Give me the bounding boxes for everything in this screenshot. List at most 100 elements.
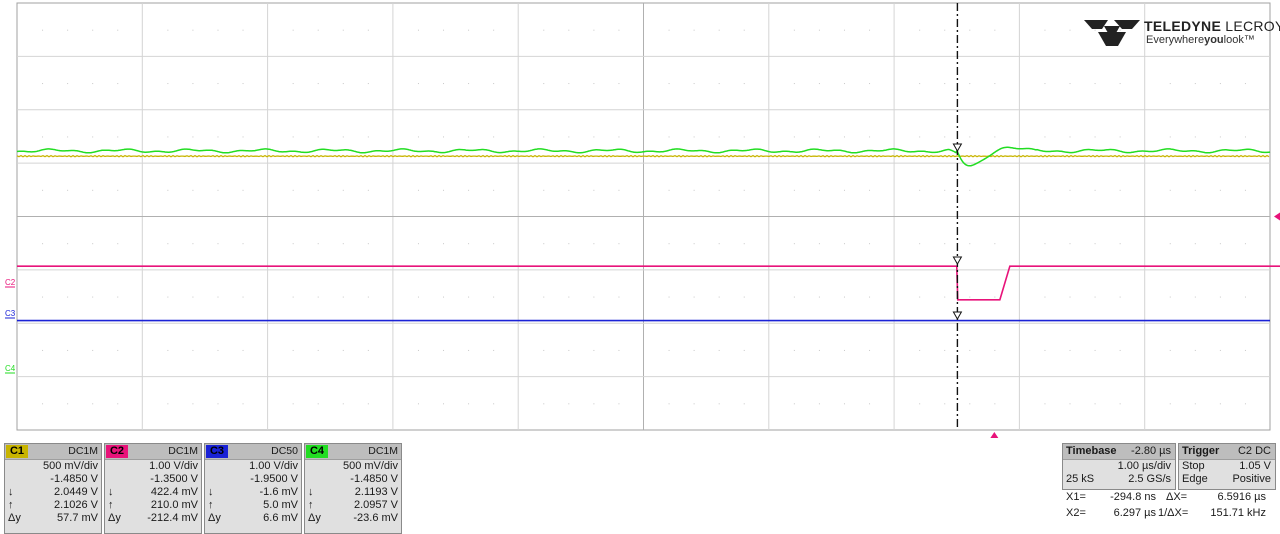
grid-dot bbox=[1244, 243, 1246, 245]
grid-dot bbox=[42, 349, 44, 351]
grid-dot bbox=[242, 296, 244, 298]
grid-dot bbox=[67, 349, 69, 351]
grid-dot bbox=[843, 403, 845, 405]
coupling: DC1M bbox=[68, 445, 98, 457]
trace-c4 bbox=[16, 146, 1271, 167]
grid-dot bbox=[292, 403, 294, 405]
channel-box-c2[interactable]: C2 DC1M 1.00 V/div -1.3500 V ↓ 422.4 mV ↑ 2… bbox=[104, 443, 202, 534]
grid-dot bbox=[718, 403, 720, 405]
grid-dot bbox=[969, 83, 971, 85]
grid-dot bbox=[568, 243, 570, 245]
grid-dot bbox=[1094, 296, 1096, 298]
cursors[interactable] bbox=[952, 3, 1280, 430]
channel-box-c4[interactable]: C4 DC1M 500 mV/div -1.4850 V ↓ 2.1193 V ↑ 2… bbox=[304, 443, 402, 534]
teledyne-lecroy-logo: TELEDYNE LECROY Everywhereyoulook™ bbox=[1082, 14, 1280, 54]
grid-dot bbox=[969, 243, 971, 245]
delta-y-value: 6.6 mV bbox=[263, 512, 298, 524]
grid-dot bbox=[994, 403, 996, 405]
grid-dot bbox=[67, 29, 69, 31]
grid-dot bbox=[417, 243, 419, 245]
grid-dot bbox=[367, 189, 369, 191]
grid-dot bbox=[167, 29, 169, 31]
grid-dot bbox=[1119, 243, 1121, 245]
grid-dot bbox=[443, 349, 445, 351]
grid-dot bbox=[117, 403, 119, 405]
grid-dot bbox=[618, 189, 620, 191]
grid-dot bbox=[92, 243, 94, 245]
grid-dot bbox=[417, 349, 419, 351]
volts-per-div: 1.00 V/div bbox=[249, 460, 298, 472]
grid-dot bbox=[468, 29, 470, 31]
coupling: DC1M bbox=[168, 445, 198, 457]
cursor-down-value: -1.6 mV bbox=[259, 486, 298, 498]
grid-dot bbox=[317, 243, 319, 245]
grid-dot bbox=[793, 349, 795, 351]
grid-dot bbox=[167, 83, 169, 85]
grid-dot bbox=[1119, 296, 1121, 298]
cursor-down-value: 2.0449 V bbox=[53, 486, 98, 498]
channel-marker-c2: C2 bbox=[5, 278, 16, 287]
down-arrow-icon: ↓ bbox=[8, 486, 14, 498]
grid-dot bbox=[718, 136, 720, 138]
timebase-delay: -2.80 µs bbox=[1131, 445, 1171, 457]
cursor-up-value: 2.1026 V bbox=[53, 499, 98, 511]
grid-dot bbox=[743, 296, 745, 298]
grid-dot bbox=[1094, 403, 1096, 405]
grid-dot bbox=[969, 349, 971, 351]
grid-dot bbox=[743, 29, 745, 31]
grid-dot bbox=[217, 243, 219, 245]
scope-screen[interactable]: C2 C3 C4 bbox=[0, 0, 1280, 440]
cursor-up-value: 210.0 mV bbox=[150, 499, 198, 511]
volts-per-div: 1.00 V/div bbox=[149, 460, 198, 472]
grid-dot bbox=[1194, 243, 1196, 245]
grid-dot bbox=[417, 403, 419, 405]
grid-dot bbox=[944, 243, 946, 245]
grid-dot bbox=[568, 189, 570, 191]
grid-dot bbox=[543, 296, 545, 298]
grid-dot bbox=[1244, 83, 1246, 85]
grid-dot bbox=[1244, 29, 1246, 31]
grid-dot bbox=[843, 243, 845, 245]
down-arrow-icon: ↓ bbox=[308, 486, 314, 498]
grid-dot bbox=[92, 189, 94, 191]
grid-dot bbox=[242, 136, 244, 138]
grid-dot bbox=[593, 349, 595, 351]
grid-dot bbox=[618, 243, 620, 245]
grid-dot bbox=[117, 189, 119, 191]
grid-dot bbox=[994, 136, 996, 138]
x2-label: X2= bbox=[1066, 507, 1086, 519]
grid-dot bbox=[1069, 403, 1071, 405]
grid-dot bbox=[1169, 403, 1171, 405]
grid-dot bbox=[192, 189, 194, 191]
grid-dot bbox=[367, 403, 369, 405]
grid-dot bbox=[242, 349, 244, 351]
grid-dot bbox=[818, 403, 820, 405]
sample-rate: 2.5 GS/s bbox=[1128, 473, 1171, 485]
trigger-box[interactable]: Trigger C2 DC Stop 1.05 V Edge Positive bbox=[1178, 443, 1276, 490]
grid-dot bbox=[317, 83, 319, 85]
delta-y-value: 57.7 mV bbox=[57, 512, 98, 524]
grid-dot bbox=[67, 136, 69, 138]
channel-box-c1[interactable]: C1 DC1M 500 mV/div -1.4850 V ↓ 2.0449 V ↑ 2… bbox=[4, 443, 102, 534]
graticule bbox=[16, 2, 1271, 431]
grid-dot bbox=[292, 83, 294, 85]
channel-box-c3[interactable]: C3 DC50 1.00 V/div -1.9500 V ↓ -1.6 mV ↑ 5.… bbox=[204, 443, 302, 534]
grid-dot bbox=[543, 83, 545, 85]
grid-dot bbox=[1094, 349, 1096, 351]
trigger-type: Edge bbox=[1182, 473, 1208, 485]
grid-dot bbox=[417, 29, 419, 31]
grid-dot bbox=[443, 296, 445, 298]
grid-dot bbox=[1169, 29, 1171, 31]
grid-dot bbox=[417, 83, 419, 85]
grid-dot bbox=[869, 83, 871, 85]
grid-dot bbox=[1194, 349, 1196, 351]
timebase-box[interactable]: Timebase -2.80 µs 1.00 µs/div 25 kS 2.5 GS… bbox=[1062, 443, 1176, 490]
grid-dot bbox=[668, 296, 670, 298]
grid-dot bbox=[818, 243, 820, 245]
grid-dot bbox=[117, 136, 119, 138]
grid-dot bbox=[969, 29, 971, 31]
grid-dot bbox=[242, 189, 244, 191]
trigger-level: 1.05 V bbox=[1239, 460, 1271, 472]
grid-dot bbox=[292, 29, 294, 31]
grid-dot bbox=[42, 189, 44, 191]
